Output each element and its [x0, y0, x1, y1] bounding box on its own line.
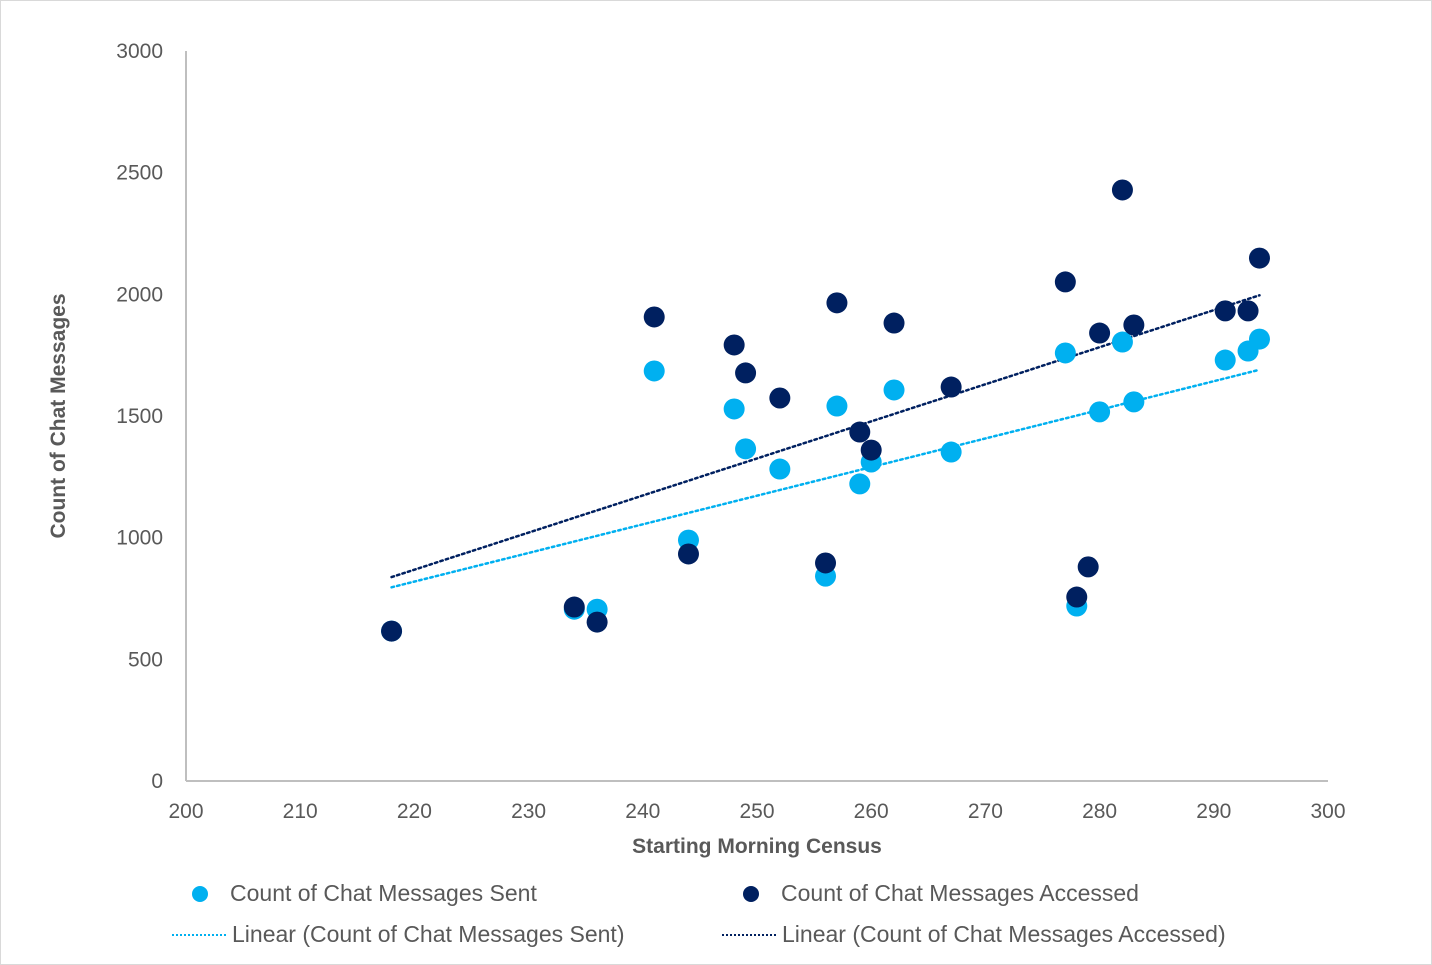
point-accessed	[769, 387, 791, 409]
x-axis-title: Starting Morning Census	[632, 835, 882, 858]
point-accessed	[586, 611, 608, 633]
legend-label-trend-accessed: Linear (Count of Chat Messages Accessed)	[782, 921, 1226, 947]
point-accessed	[815, 552, 837, 574]
point-accessed	[860, 439, 882, 461]
y-tick-label: 500	[128, 648, 163, 671]
legend-label-accessed: Count of Chat Messages Accessed	[781, 880, 1139, 906]
point-accessed	[1077, 556, 1099, 578]
x-tick-label: 200	[168, 800, 203, 823]
point-accessed	[1054, 271, 1076, 293]
point-sent	[883, 379, 905, 401]
point-accessed	[735, 362, 757, 384]
legend-marker-accessed-icon	[743, 885, 759, 902]
point-sent	[940, 441, 962, 463]
point-accessed	[1248, 247, 1270, 269]
y-tick-label: 1500	[116, 405, 163, 428]
legend-item-trend-sent: Linear (Count of Chat Messages Sent)	[172, 921, 624, 948]
point-sent	[769, 458, 791, 480]
legend-marker-sent-icon	[192, 885, 208, 902]
legend-label-sent: Count of Chat Messages Sent	[230, 880, 537, 906]
point-sent	[1123, 391, 1145, 413]
x-tick-label: 270	[968, 800, 1003, 823]
x-tick-label: 210	[283, 800, 318, 823]
legend-item-accessed: Count of Chat Messages Accessed	[731, 880, 1139, 907]
point-sent	[643, 360, 665, 382]
point-accessed	[381, 620, 403, 642]
y-tick-label: 2500	[116, 162, 163, 185]
x-tick-label: 290	[1196, 800, 1231, 823]
point-accessed	[1066, 586, 1088, 608]
point-accessed	[883, 312, 905, 334]
legend-label-trend-sent: Linear (Count of Chat Messages Sent)	[232, 921, 625, 947]
x-tick-label: 250	[739, 800, 774, 823]
point-accessed	[723, 334, 745, 356]
x-tick-label: 280	[1082, 800, 1117, 823]
y-tick-label: 2000	[116, 283, 163, 306]
x-tick-label: 220	[397, 800, 432, 823]
point-sent	[826, 395, 848, 417]
point-accessed	[643, 306, 665, 328]
legend-item-sent: Count of Chat Messages Sent	[180, 880, 537, 907]
point-accessed	[1214, 300, 1236, 322]
y-axis-title: Count of Chat Messages	[47, 293, 70, 538]
legend-dotted-line-accessed-icon	[722, 933, 776, 936]
point-sent	[735, 438, 757, 460]
trendline-sent	[390, 368, 1261, 589]
point-accessed	[563, 596, 585, 618]
x-tick-label: 300	[1310, 800, 1345, 823]
point-sent	[723, 398, 745, 420]
point-accessed	[826, 292, 848, 314]
data-points	[381, 179, 1270, 642]
point-accessed	[1123, 314, 1145, 336]
x-tick-label: 260	[854, 800, 889, 823]
point-accessed	[849, 421, 871, 443]
point-accessed	[1111, 179, 1133, 201]
point-sent	[849, 473, 871, 495]
y-tick-label: 0	[151, 770, 163, 793]
axes	[185, 51, 1328, 782]
x-tick-label: 240	[625, 800, 660, 823]
x-tick-labels: 200 210 220 230 240 250 260 270 280 290 300	[168, 800, 1345, 823]
point-accessed	[1237, 300, 1259, 322]
point-accessed	[1089, 322, 1111, 344]
y-tick-label: 1000	[116, 527, 163, 550]
point-sent	[1089, 401, 1111, 423]
legend-item-trend-accessed: Linear (Count of Chat Messages Accessed)	[722, 921, 1226, 948]
point-sent	[1054, 342, 1076, 364]
legend-dotted-line-sent-icon	[172, 933, 226, 936]
y-tick-labels: 0 500 1000 1500 2000 2500 3000	[116, 40, 163, 793]
point-accessed	[677, 543, 699, 565]
point-sent	[1214, 349, 1236, 371]
y-tick-label: 3000	[116, 40, 163, 63]
point-accessed	[940, 376, 962, 398]
point-sent	[1248, 328, 1270, 350]
point-sent	[1111, 331, 1133, 353]
x-tick-label: 230	[511, 800, 546, 823]
